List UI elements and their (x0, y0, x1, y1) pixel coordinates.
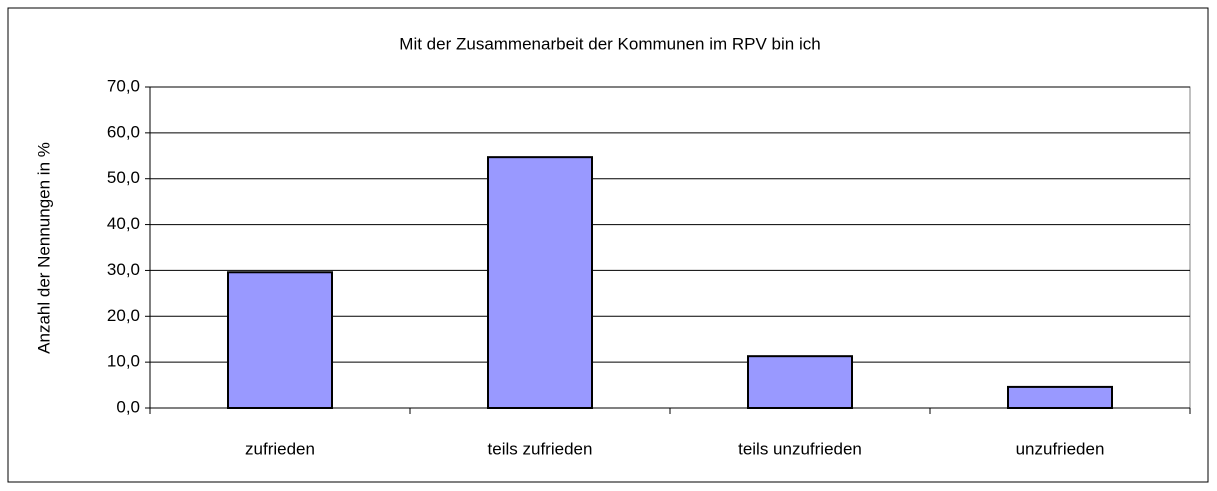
y-tick-label: 0,0 (116, 397, 140, 416)
bar (1007, 385, 1113, 409)
y-tick-label: 50,0 (107, 168, 140, 187)
x-tick-label: teils unzufrieden (738, 439, 862, 458)
y-tick-label: 10,0 (107, 352, 140, 371)
x-tick-label: unzufrieden (1016, 439, 1105, 458)
y-tick-label: 30,0 (107, 260, 140, 279)
bar (747, 355, 853, 409)
chart-title: Mit der Zusammenarbeit der Kommunen im R… (399, 34, 820, 53)
y-tick-label: 20,0 (107, 306, 140, 325)
y-axis-label: Anzahl der Nennungen in % (34, 142, 53, 354)
y-tick-label: 40,0 (107, 214, 140, 233)
bar (487, 156, 593, 409)
bar (227, 271, 333, 409)
x-tick-label: teils zufrieden (488, 439, 593, 458)
y-tick-label: 60,0 (107, 122, 140, 141)
x-tick-label: zufrieden (245, 439, 315, 458)
y-tick-label: 70,0 (107, 76, 140, 95)
